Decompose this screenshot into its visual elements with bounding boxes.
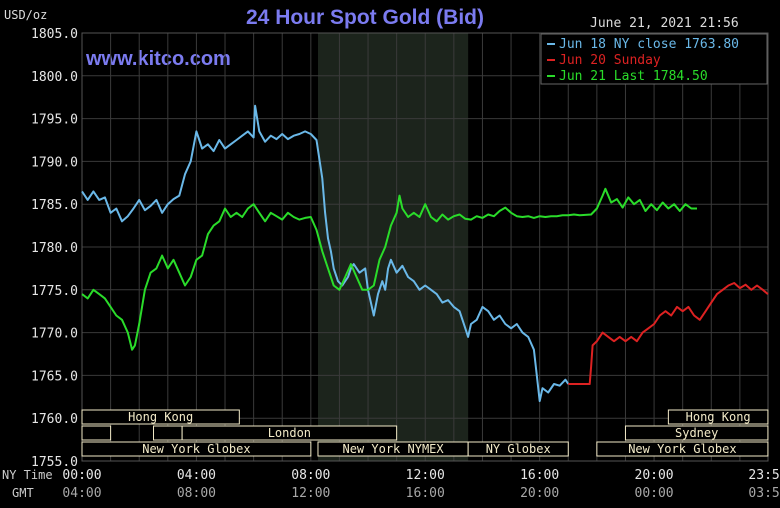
y-tick-label: 1790.0	[31, 155, 78, 170]
y-tick-label: 1755.0	[31, 455, 78, 470]
x-tick-label-gmt: 12:00	[291, 486, 330, 501]
session-label: Hong Kong	[128, 410, 193, 424]
session-bar	[624, 425, 769, 441]
x-tick-label-ny: 00:00	[62, 468, 101, 483]
y-tick-label: 1760.0	[31, 412, 78, 427]
ny-time-row-label: NY Time	[2, 468, 53, 482]
session-bar	[153, 425, 183, 441]
session-label: Hong Kong	[686, 410, 751, 424]
x-tick-label-gmt: 00:00	[635, 486, 674, 501]
legend-box	[540, 33, 768, 85]
session-bar	[467, 441, 569, 457]
y-tick-label: 1800.0	[31, 70, 78, 85]
session-bar	[81, 425, 112, 441]
session-label: Sydney	[675, 426, 718, 440]
watermark-link[interactable]: www.kitco.com	[86, 48, 231, 70]
y-tick-label: 1770.0	[31, 327, 78, 342]
y-tick-label: 1775.0	[31, 284, 78, 299]
session-bar	[667, 409, 769, 425]
x-tick-label-gmt: 04:00	[62, 486, 101, 501]
x-tick-label-ny: 23:59	[748, 468, 780, 483]
x-tick-label-ny: 20:00	[635, 468, 674, 483]
x-tick-label-gmt: 20:00	[520, 486, 559, 501]
session-bar	[81, 409, 240, 425]
plot-border	[81, 32, 769, 462]
y-tick-label: 1780.0	[31, 241, 78, 256]
legend-entry: Jun 21 Last 1784.50	[559, 69, 708, 84]
session-label: New York Globex	[142, 442, 250, 456]
y-tick-label: 1765.0	[31, 369, 78, 384]
x-tick-label-ny: 16:00	[520, 468, 559, 483]
x-tick-label-gmt: 03:59	[748, 486, 780, 501]
session-label: New York NYMEX	[342, 442, 444, 456]
legend-entry: Jun 18 NY close 1763.80	[559, 37, 739, 52]
chart-title: 24 Hour Spot Gold (Bid)	[246, 6, 484, 29]
price-line-jun-21	[81, 187, 697, 351]
x-tick-label-ny: 04:00	[177, 468, 216, 483]
x-tick-label-ny: 08:00	[291, 468, 330, 483]
session-label: NY Globex	[486, 442, 551, 456]
y-tick-label: 1785.0	[31, 198, 78, 213]
x-tick-label-ny: 12:00	[406, 468, 445, 483]
price-line-jun-20	[568, 282, 769, 385]
chart-date: June 21, 2021 21:56	[590, 16, 739, 31]
session-bar	[81, 441, 312, 457]
y-units-label: USD/oz	[4, 8, 48, 22]
x-tick-label-gmt: 16:00	[406, 486, 445, 501]
session-bar	[596, 441, 769, 457]
session-label: London	[268, 426, 311, 440]
x-tick-label-gmt: 08:00	[177, 486, 216, 501]
session-bar	[181, 425, 398, 441]
y-tick-label: 1795.0	[31, 113, 78, 128]
y-tick-label: 1805.0	[31, 27, 78, 42]
gmt-row-label: GMT	[12, 486, 34, 500]
session-label: New York Globex	[628, 442, 736, 456]
legend-entry: Jun 20 Sunday	[559, 53, 661, 68]
price-line-jun-18	[81, 104, 570, 403]
